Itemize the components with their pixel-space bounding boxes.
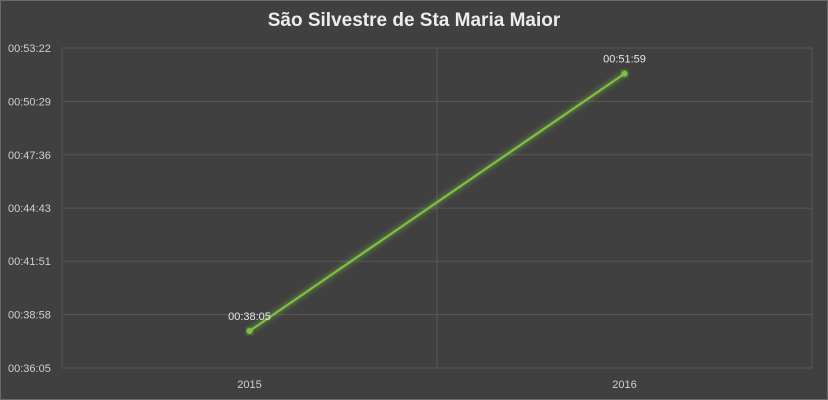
chart-title: São Silvestre de Sta Maria Maior — [267, 10, 561, 31]
data-point — [246, 327, 253, 334]
y-tick-label: 00:44:43 — [8, 203, 51, 215]
x-tick-label: 2015 — [237, 379, 261, 391]
data-label: 00:38:05 — [228, 311, 271, 323]
y-tick-label: 00:38:58 — [8, 310, 51, 322]
data-point — [621, 70, 628, 77]
y-tick-label: 00:50:29 — [8, 96, 51, 108]
y-tick-label: 00:41:51 — [8, 256, 51, 268]
y-tick-label: 00:47:36 — [8, 150, 51, 162]
y-tick-label: 00:53:22 — [8, 43, 51, 55]
x-tick-label: 2016 — [612, 379, 636, 391]
data-label: 00:51:59 — [603, 54, 646, 66]
y-tick-label: 00:36:05 — [8, 363, 51, 375]
series-line — [248, 72, 626, 332]
